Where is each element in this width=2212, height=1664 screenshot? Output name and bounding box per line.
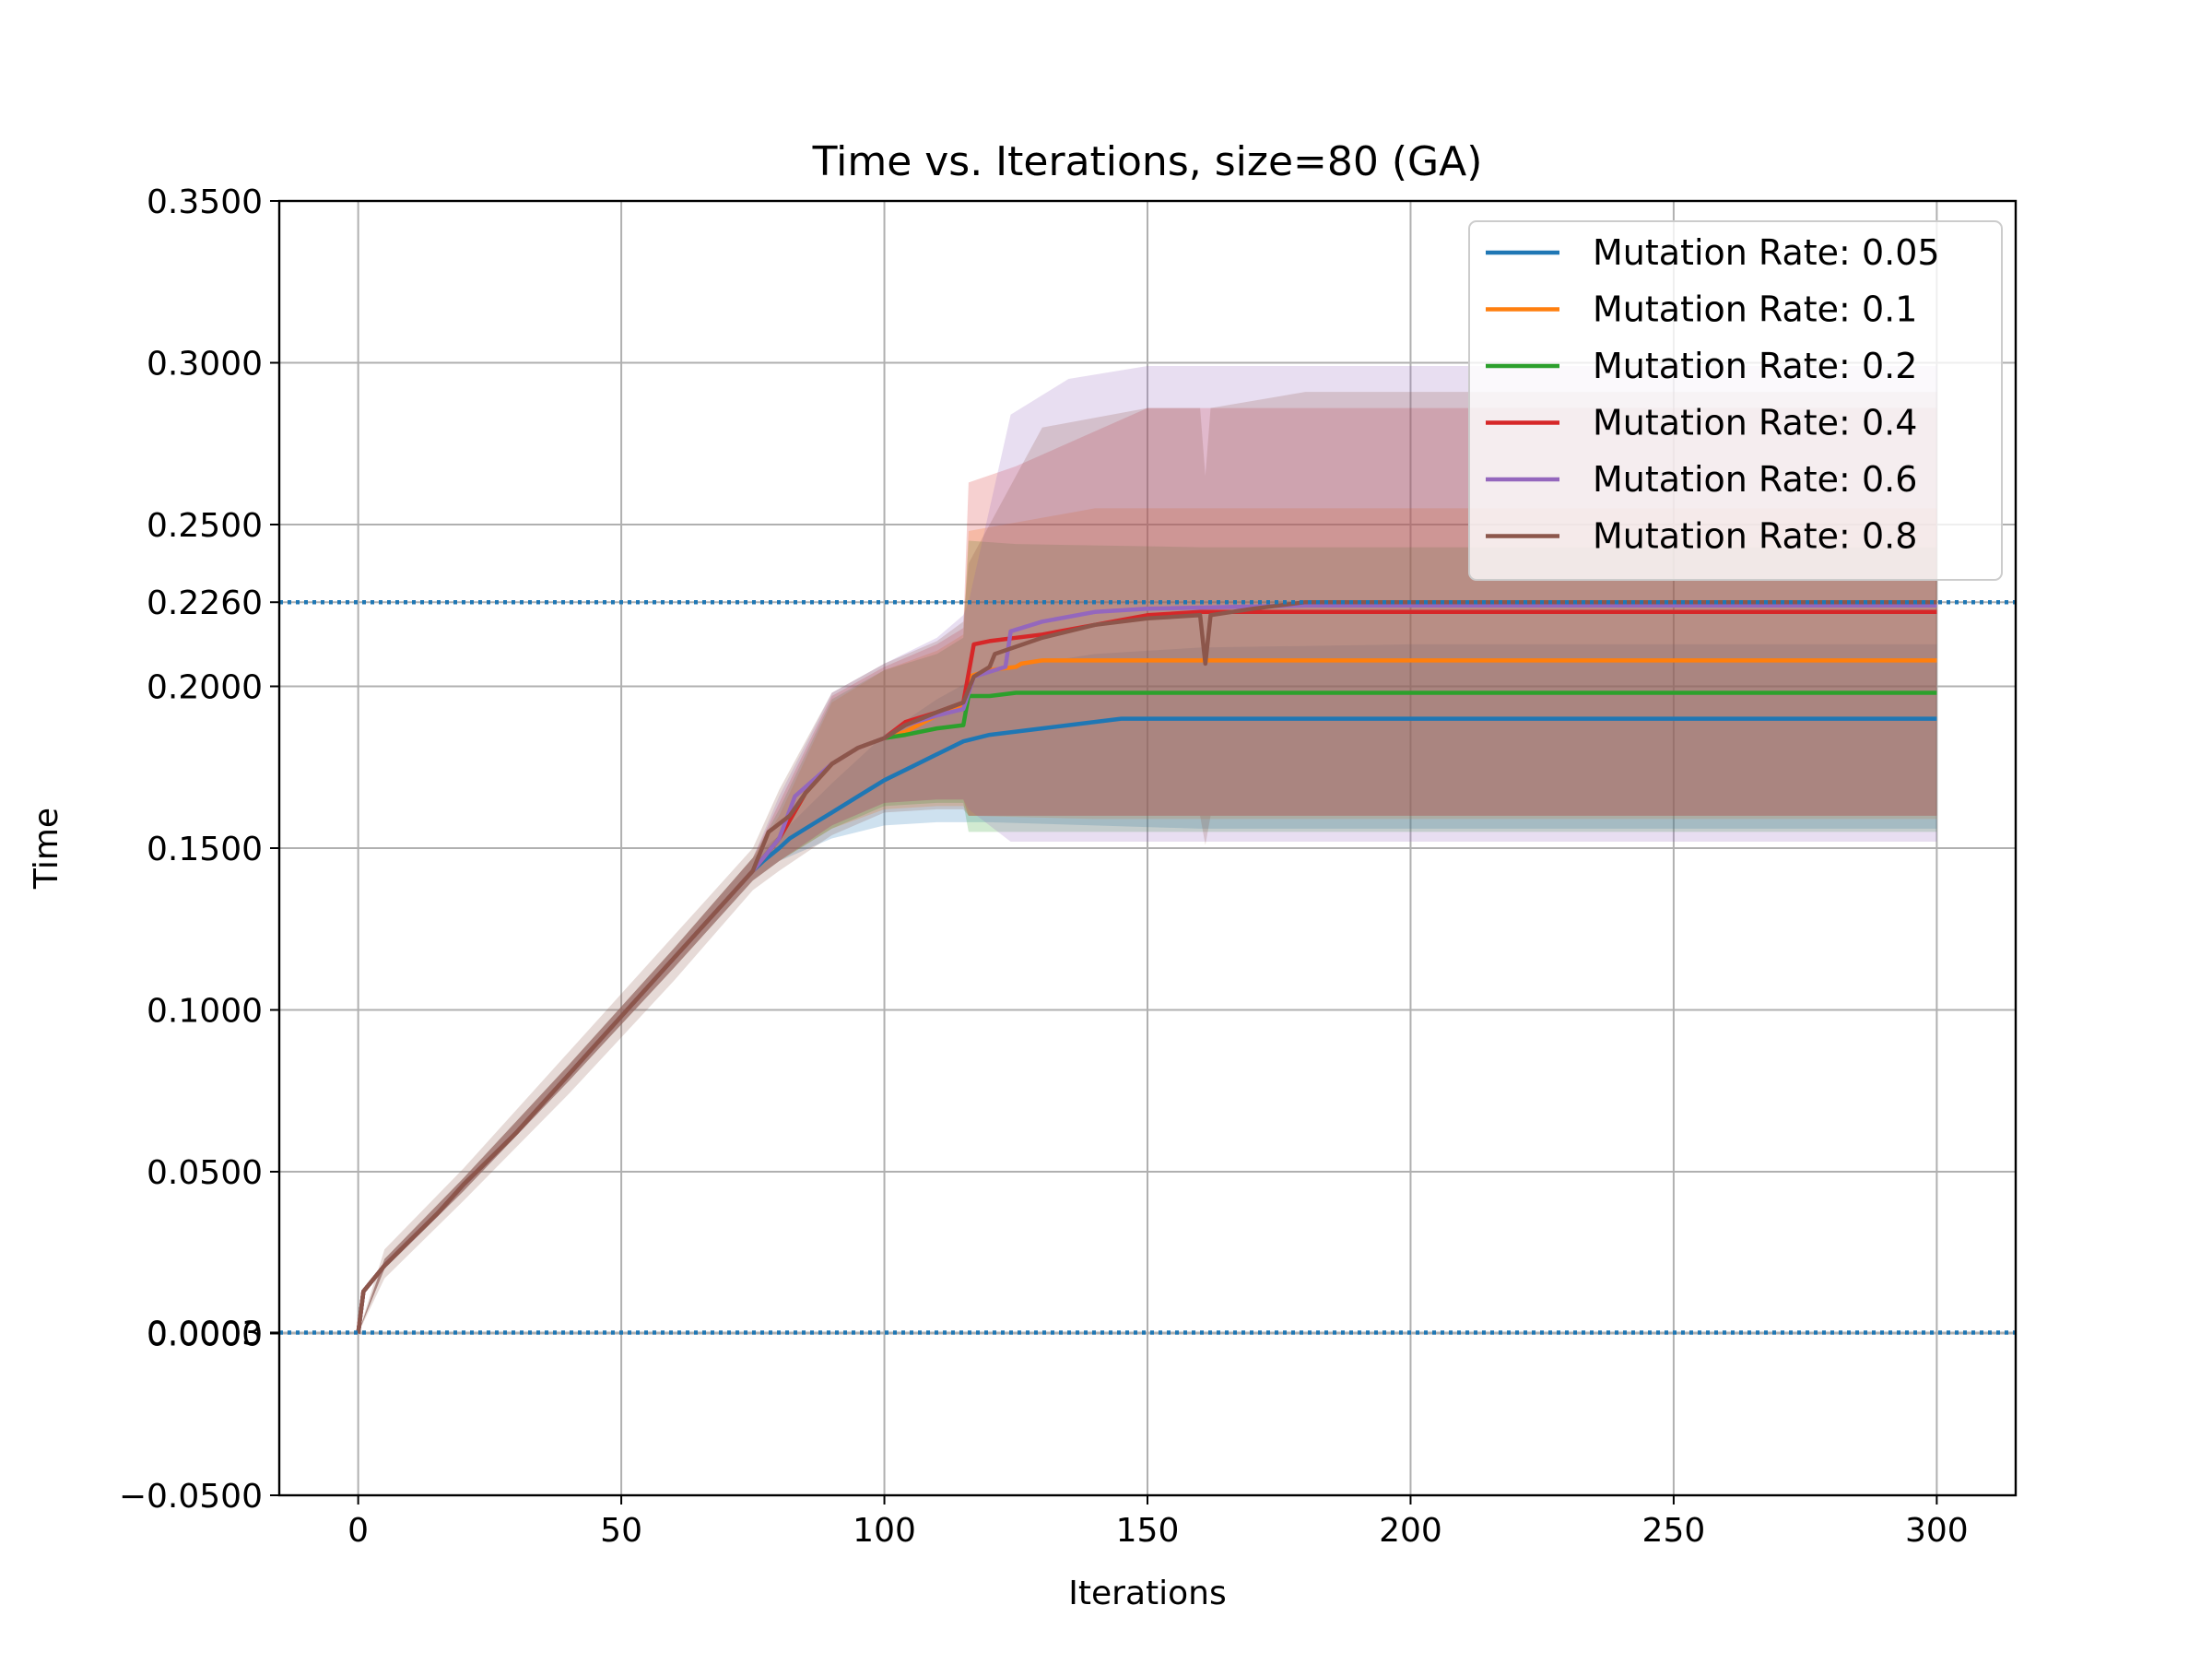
confidence-bands	[358, 366, 1937, 1334]
y-tick-label: 0.2260	[147, 584, 263, 622]
x-tick-label: 200	[1379, 1512, 1442, 1550]
confidence-band-6	[358, 392, 1937, 1334]
confidence-band-5	[358, 366, 1937, 1334]
series-lines	[356, 599, 1937, 1334]
y-tick-label: 0.2500	[147, 507, 263, 545]
reference-lines	[279, 599, 2016, 1335]
x-tick-label: 0	[347, 1512, 369, 1550]
y-tick-label: 0.3500	[147, 183, 263, 221]
x-tick-label: 250	[1642, 1512, 1706, 1550]
y-tick-label: 0.1500	[147, 831, 263, 868]
y-tick-label: 0.1000	[147, 993, 263, 1031]
legend-label: Mutation Rate: 0.6	[1593, 459, 1917, 500]
legend-label: Mutation Rate: 0.8	[1593, 516, 1917, 557]
confidence-band-2	[358, 508, 1937, 1334]
legend: Mutation Rate: 0.05 Mutation Rate: 0.1 Mut…	[1468, 220, 2003, 581]
y-tick-label: 0.3000	[147, 346, 263, 384]
legend-label: Mutation Rate: 0.1	[1593, 289, 1917, 330]
y-tick-label: 0.0000	[147, 1316, 263, 1354]
confidence-band-3	[358, 540, 1937, 1334]
y-tick-label: −0.0500	[119, 1478, 263, 1516]
y-tick-label: 0.0003	[147, 1315, 263, 1352]
confidence-band-4	[358, 407, 1937, 1334]
y-axis-label: Time	[28, 808, 65, 890]
chart-title: Time vs. Iterations, size=80 (GA)	[812, 138, 1483, 185]
legend-label: Mutation Rate: 0.05	[1593, 232, 1940, 273]
x-tick-label: 50	[600, 1512, 642, 1550]
x-tick-label: 100	[853, 1512, 916, 1550]
confidence-band-1	[358, 643, 1937, 1334]
series-line-6	[356, 599, 1937, 1334]
x-axis-label: Iterations	[1068, 1575, 1226, 1612]
x-tick-label: 300	[1905, 1512, 1969, 1550]
x-tick-label: 150	[1116, 1512, 1180, 1550]
y-tick-label: 0.2000	[147, 669, 263, 707]
legend-label: Mutation Rate: 0.2	[1593, 346, 1917, 386]
legend-box	[1468, 220, 2003, 581]
y-tick-label: 0.0500	[147, 1154, 263, 1192]
legend-label: Mutation Rate: 0.4	[1593, 403, 1917, 443]
